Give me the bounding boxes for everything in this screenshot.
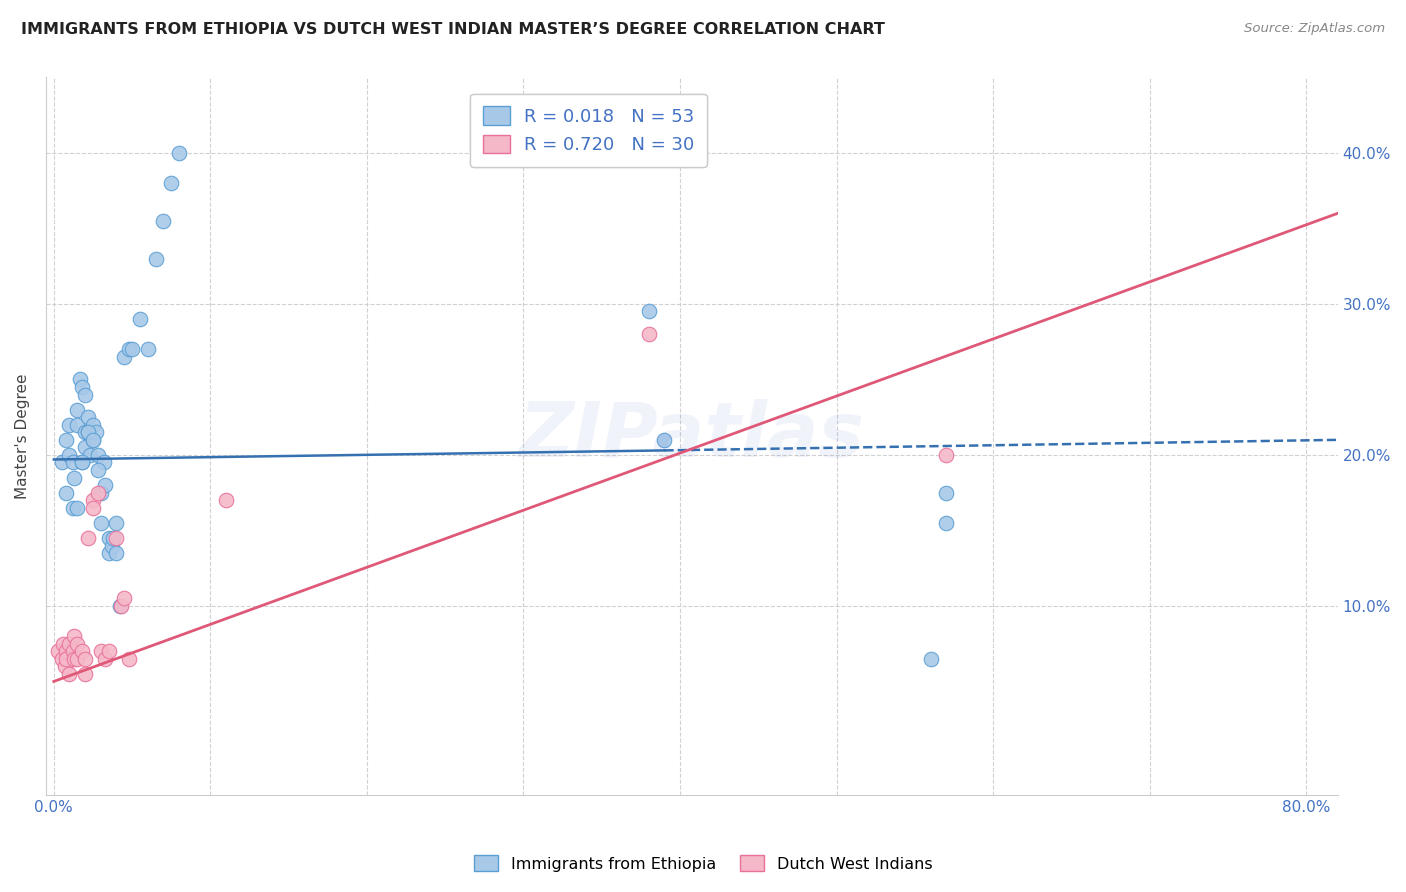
Point bbox=[63, 652, 86, 666]
Point bbox=[100, 539, 122, 553]
Point bbox=[55, 644, 77, 658]
Point bbox=[82, 500, 104, 515]
Point bbox=[94, 652, 117, 666]
Point bbox=[69, 372, 91, 386]
Point bbox=[66, 637, 89, 651]
Point bbox=[215, 493, 238, 508]
Point bbox=[66, 500, 89, 515]
Point bbox=[82, 433, 104, 447]
Point bbox=[145, 252, 167, 266]
Point bbox=[77, 410, 100, 425]
Point bbox=[167, 145, 190, 160]
Point bbox=[75, 387, 97, 401]
Point bbox=[90, 516, 112, 530]
Point bbox=[53, 659, 76, 673]
Point bbox=[62, 500, 84, 515]
Point bbox=[97, 644, 120, 658]
Point bbox=[82, 417, 104, 432]
Y-axis label: Master's Degree: Master's Degree bbox=[15, 374, 30, 499]
Point bbox=[58, 637, 80, 651]
Point bbox=[86, 463, 108, 477]
Point bbox=[48, 644, 70, 658]
Point bbox=[90, 485, 112, 500]
Legend: R = 0.018   N = 53, R = 0.720   N = 30: R = 0.018 N = 53, R = 0.720 N = 30 bbox=[470, 94, 707, 167]
Point bbox=[70, 455, 93, 469]
Point bbox=[110, 599, 132, 613]
Point bbox=[920, 652, 942, 666]
Point bbox=[105, 516, 128, 530]
Point bbox=[152, 214, 174, 228]
Point bbox=[77, 531, 100, 545]
Point bbox=[935, 448, 957, 462]
Point bbox=[136, 343, 159, 357]
Point bbox=[75, 425, 97, 440]
Point bbox=[97, 531, 120, 545]
Point bbox=[58, 448, 80, 462]
Point bbox=[94, 478, 117, 492]
Point bbox=[70, 380, 93, 394]
Point bbox=[82, 493, 104, 508]
Point bbox=[70, 455, 93, 469]
Point bbox=[63, 629, 86, 643]
Point bbox=[55, 485, 77, 500]
Text: IMMIGRANTS FROM ETHIOPIA VS DUTCH WEST INDIAN MASTER’S DEGREE CORRELATION CHART: IMMIGRANTS FROM ETHIOPIA VS DUTCH WEST I… bbox=[21, 22, 884, 37]
Point bbox=[103, 531, 125, 545]
Point bbox=[70, 644, 93, 658]
Point bbox=[112, 591, 135, 606]
Point bbox=[84, 425, 107, 440]
Point bbox=[121, 343, 143, 357]
Point bbox=[58, 666, 80, 681]
Point bbox=[66, 417, 89, 432]
Point bbox=[77, 425, 100, 440]
Point bbox=[105, 531, 128, 545]
Point bbox=[93, 455, 115, 469]
Point bbox=[58, 417, 80, 432]
Point bbox=[66, 652, 89, 666]
Point bbox=[160, 176, 183, 190]
Point bbox=[52, 637, 75, 651]
Point bbox=[79, 448, 101, 462]
Point bbox=[51, 455, 73, 469]
Legend: Immigrants from Ethiopia, Dutch West Indians: Immigrants from Ethiopia, Dutch West Ind… bbox=[465, 847, 941, 880]
Point bbox=[935, 485, 957, 500]
Text: Source: ZipAtlas.com: Source: ZipAtlas.com bbox=[1244, 22, 1385, 36]
Point bbox=[935, 516, 957, 530]
Point bbox=[129, 312, 152, 326]
Point bbox=[637, 327, 659, 342]
Point bbox=[97, 546, 120, 560]
Point bbox=[118, 343, 141, 357]
Point bbox=[51, 652, 73, 666]
Point bbox=[55, 433, 77, 447]
Text: ZIPatlas: ZIPatlas bbox=[519, 399, 865, 473]
Point bbox=[75, 652, 97, 666]
Point bbox=[118, 652, 141, 666]
Point bbox=[82, 433, 104, 447]
Point bbox=[86, 448, 108, 462]
Point bbox=[637, 304, 659, 318]
Point bbox=[62, 455, 84, 469]
Point bbox=[66, 402, 89, 417]
Point bbox=[108, 599, 131, 613]
Point bbox=[86, 485, 108, 500]
Point bbox=[112, 350, 135, 364]
Point bbox=[105, 546, 128, 560]
Point bbox=[77, 425, 100, 440]
Point bbox=[75, 441, 97, 455]
Point bbox=[55, 652, 77, 666]
Point bbox=[62, 644, 84, 658]
Point bbox=[63, 470, 86, 484]
Point bbox=[654, 433, 676, 447]
Point bbox=[90, 644, 112, 658]
Point bbox=[75, 666, 97, 681]
